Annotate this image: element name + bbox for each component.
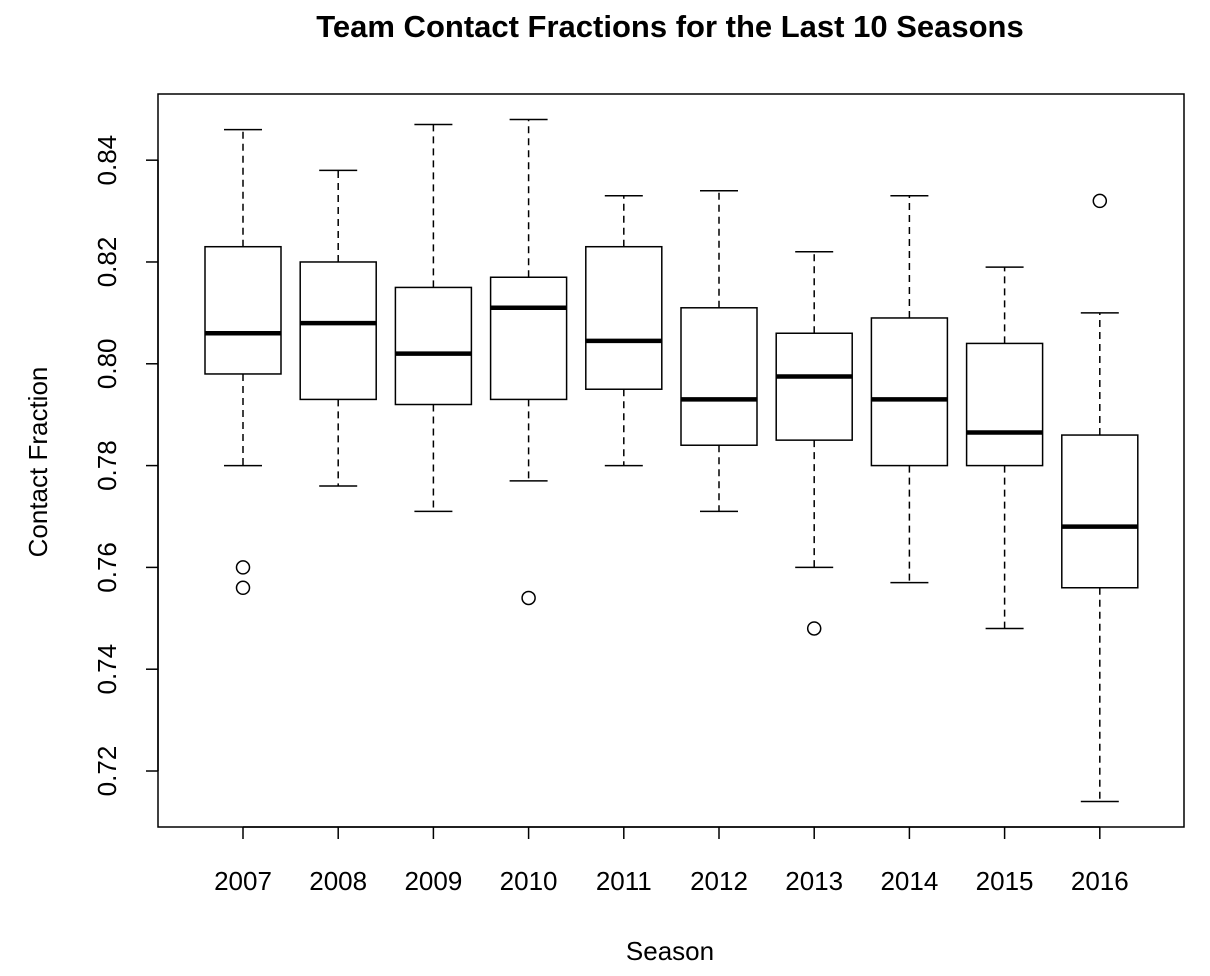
x-tick-label: 2009	[404, 866, 462, 896]
y-tick-label: 0.82	[92, 237, 122, 288]
box-2007	[204, 128, 282, 596]
x-tick-label: 2013	[785, 866, 843, 896]
x-tick-label: 2010	[500, 866, 558, 896]
chart-title: Team Contact Fractions for the Last 10 S…	[316, 9, 1023, 44]
y-tick-label: 0.72	[92, 746, 122, 797]
x-tick-label: 2007	[214, 866, 272, 896]
x-tick-label: 2011	[596, 866, 652, 896]
box-iqr	[489, 276, 568, 401]
y-axis-label: Contact Fraction	[23, 367, 53, 558]
outlier-point	[235, 560, 251, 575]
y-tick-label: 0.74	[92, 644, 122, 695]
box-2009	[394, 123, 473, 513]
box-iqr	[775, 332, 853, 441]
box-iqr	[204, 245, 282, 375]
box-2016	[1061, 193, 1139, 803]
box-2010	[489, 118, 568, 606]
box-iqr	[585, 245, 663, 390]
y-axis: 0.72 0.74 0.76 0.78 0.80 0.82 0.84	[92, 135, 159, 797]
box-2014	[870, 195, 949, 584]
outlier-point	[235, 580, 251, 596]
x-tick-label: 2014	[880, 866, 938, 896]
x-axis-label: Season	[626, 936, 714, 966]
box-iqr	[870, 317, 949, 467]
x-tick-label: 2016	[1071, 866, 1129, 896]
outlier-point	[806, 621, 822, 636]
box-2015	[965, 266, 1044, 630]
y-tick-label: 0.84	[92, 135, 122, 186]
box-iqr	[1061, 434, 1139, 589]
box-iqr	[299, 261, 377, 401]
box-iqr	[680, 307, 758, 446]
box-2013	[775, 251, 853, 636]
box-2011	[585, 195, 663, 467]
x-tick-label: 2015	[976, 866, 1034, 896]
outlier-point	[1092, 193, 1108, 209]
x-axis: 2007 2008 2009 2010 2011 2012 2013 2014 2015 2016	[214, 826, 1129, 896]
box-2012	[680, 189, 758, 513]
box-iqr	[965, 342, 1044, 467]
box-2008	[299, 169, 377, 487]
y-tick-label: 0.78	[92, 440, 122, 491]
boxes	[204, 118, 1139, 803]
box-iqr	[394, 286, 473, 406]
y-tick-label: 0.80	[92, 338, 122, 389]
outlier-point	[521, 590, 536, 606]
y-tick-label: 0.76	[92, 542, 122, 593]
x-tick-label: 2008	[309, 866, 367, 896]
x-tick-label: 2012	[690, 866, 748, 896]
